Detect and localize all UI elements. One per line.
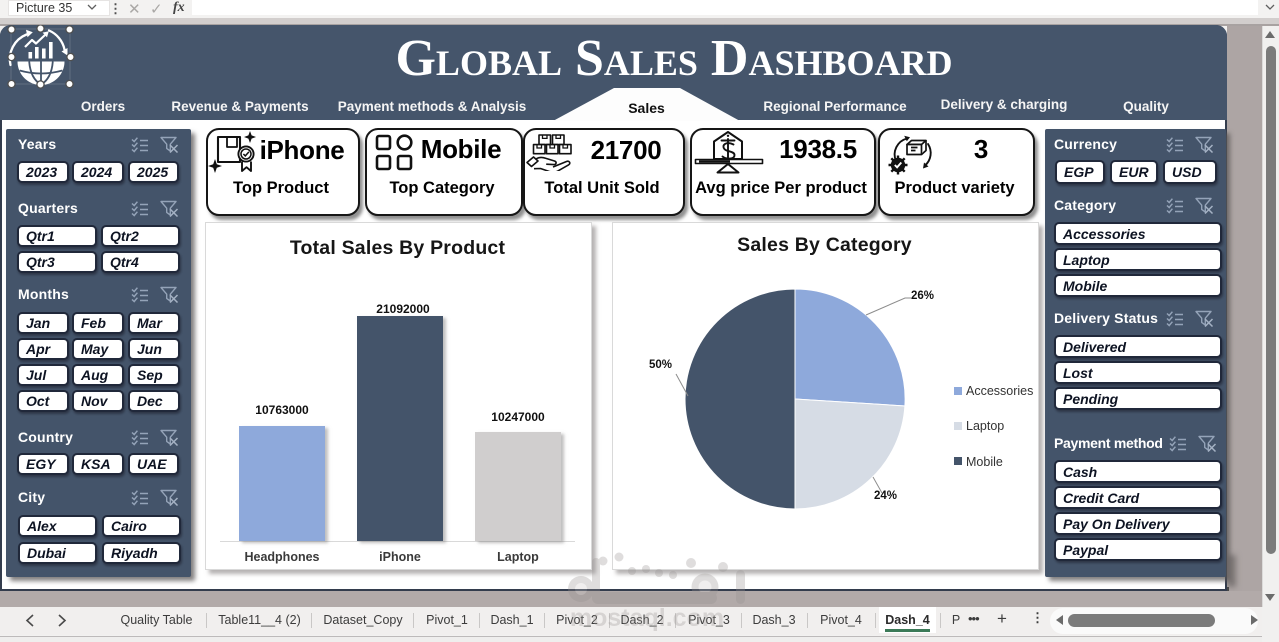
svg-text:mostaql.com: mostaql.com (570, 604, 724, 632)
